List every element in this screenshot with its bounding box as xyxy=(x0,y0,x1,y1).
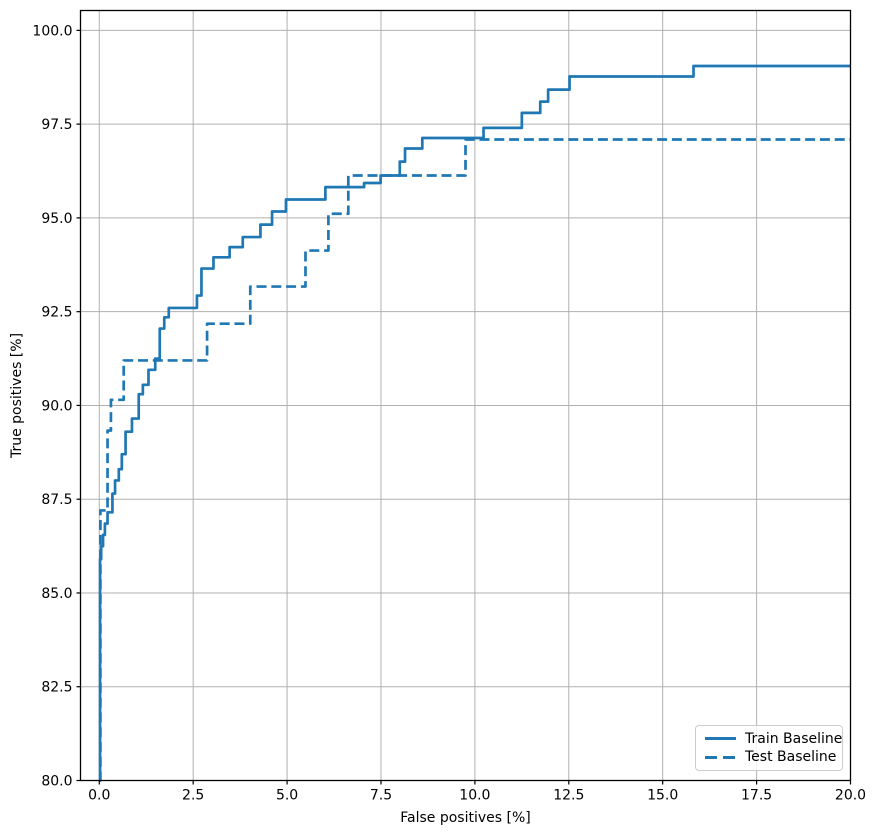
x-axis-label: False positives [%] xyxy=(400,810,530,826)
x-tick-label: 17.5 xyxy=(741,788,772,804)
y-tick-label: 90.0 xyxy=(41,398,72,414)
y-tick-label: 82.5 xyxy=(41,680,72,696)
grid-layer xyxy=(80,10,851,781)
series-line-train-baseline xyxy=(98,64,851,782)
series-layer xyxy=(98,64,851,782)
y-axis-label: True positives [%] xyxy=(9,333,25,459)
series-line-test-baseline xyxy=(99,138,851,782)
x-tick-label: 12.5 xyxy=(553,788,584,804)
x-tick-label: 2.5 xyxy=(182,788,204,804)
x-tick-label: 7.5 xyxy=(370,788,392,804)
solid-line-sample-icon xyxy=(705,737,736,741)
y-tick-label: 97.5 xyxy=(41,117,72,133)
y-tick-label: 92.5 xyxy=(41,305,72,321)
x-tick-label: 0.0 xyxy=(88,788,110,804)
y-tick-label: 100.0 xyxy=(32,23,72,39)
legend-label-train-baseline: Train Baseline xyxy=(745,730,843,747)
legend-label-test-baseline: Test Baseline xyxy=(745,749,837,766)
y-tick-label: 95.0 xyxy=(41,211,72,227)
dashed-line-sample-icon xyxy=(705,755,736,759)
legend-item-train-baseline: Train Baseline xyxy=(705,730,842,748)
y-tick-label: 85.0 xyxy=(41,586,72,602)
plot-border xyxy=(79,9,852,782)
y-tick-label: 80.0 xyxy=(41,774,72,790)
x-tick-label: 10.0 xyxy=(459,788,490,804)
y-tick-label: 87.5 xyxy=(41,492,72,508)
legend-item-test-baseline: Test Baseline xyxy=(705,748,837,766)
tick-layer: 0.0 2.5 5.0 7.5 10.0 12.5 15.0 17.5 20.0 80.0 82.5… xyxy=(32,23,866,803)
x-tick-label: 15.0 xyxy=(647,788,678,804)
legend: Train Baseline Test Baseline xyxy=(695,725,843,771)
x-tick-label: 20.0 xyxy=(835,788,866,804)
x-tick-label: 5.0 xyxy=(276,788,298,804)
